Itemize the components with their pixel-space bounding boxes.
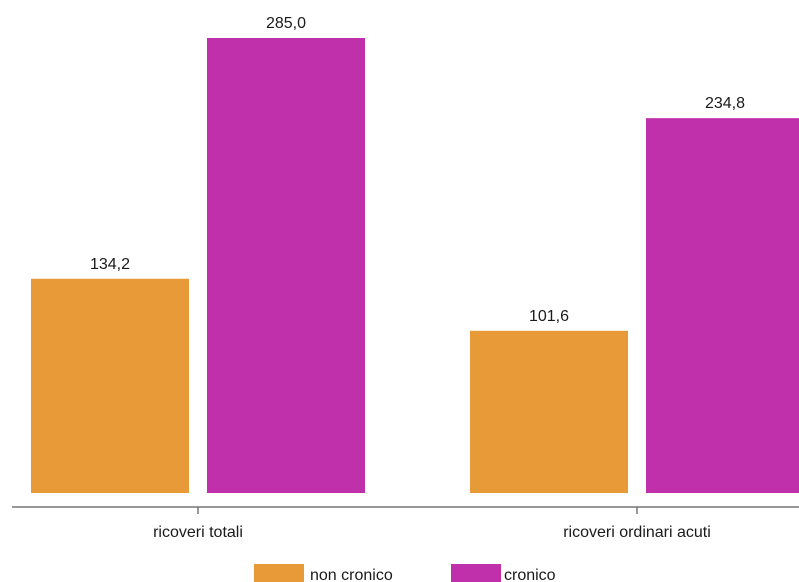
value-label-cronico-ricoveri-totali: 285,0 xyxy=(266,15,306,32)
x-tick-label-ricoveri-ordinari-acuti: ricoveri ordinari acuti xyxy=(563,524,711,541)
x-tick-label-ricoveri-totali: ricoveri totali xyxy=(153,524,243,541)
value-label-cronico-ricoveri-ordinari-acuti: 234,8 xyxy=(705,95,745,112)
x-axis-ticks xyxy=(197,507,638,514)
value-label-non-cronico-ricoveri-totali: 134,2 xyxy=(90,256,130,273)
legend-label-non-cronico: non cronico xyxy=(310,567,393,582)
legend: non cronico cronico xyxy=(254,564,556,582)
bar-cronico-ricoveri-totali xyxy=(207,38,365,493)
value-label-non-cronico-ricoveri-ordinari-acuti: 101,6 xyxy=(529,308,569,325)
bar-non-cronico-ricoveri-ordinari-acuti xyxy=(470,330,628,493)
x-axis-labels: ricoveri totali ricoveri ordinari acuti xyxy=(153,524,711,541)
value-labels: 134,2 285,0 101,6 234,8 xyxy=(90,15,745,325)
legend-swatch-cronico xyxy=(451,564,501,582)
legend-swatch-non-cronico xyxy=(254,564,304,582)
bar-cronico-ricoveri-ordinari-acuti xyxy=(646,118,799,493)
bars-layer xyxy=(31,38,799,493)
bar-non-cronico-ricoveri-totali xyxy=(31,278,189,493)
legend-label-cronico: cronico xyxy=(504,567,556,582)
